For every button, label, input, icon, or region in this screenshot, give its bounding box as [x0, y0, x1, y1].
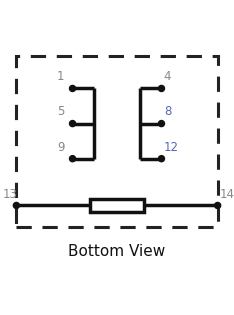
Bar	[90, 199, 144, 212]
Circle shape	[69, 85, 76, 92]
Text: 9: 9	[57, 140, 64, 153]
Circle shape	[158, 85, 165, 92]
Circle shape	[13, 203, 19, 209]
Text: 13: 13	[2, 188, 17, 201]
Bar	[16, 56, 218, 226]
Circle shape	[158, 156, 165, 162]
Text: Bottom View: Bottom View	[68, 243, 166, 259]
Circle shape	[69, 156, 76, 162]
Text: 12: 12	[164, 140, 179, 153]
Text: 5: 5	[57, 106, 64, 118]
Circle shape	[158, 121, 165, 127]
Text: 14: 14	[220, 188, 234, 201]
Text: 4: 4	[164, 70, 171, 83]
Circle shape	[69, 121, 76, 127]
Text: 8: 8	[164, 106, 171, 118]
Text: 1: 1	[57, 70, 64, 83]
Circle shape	[215, 203, 221, 209]
